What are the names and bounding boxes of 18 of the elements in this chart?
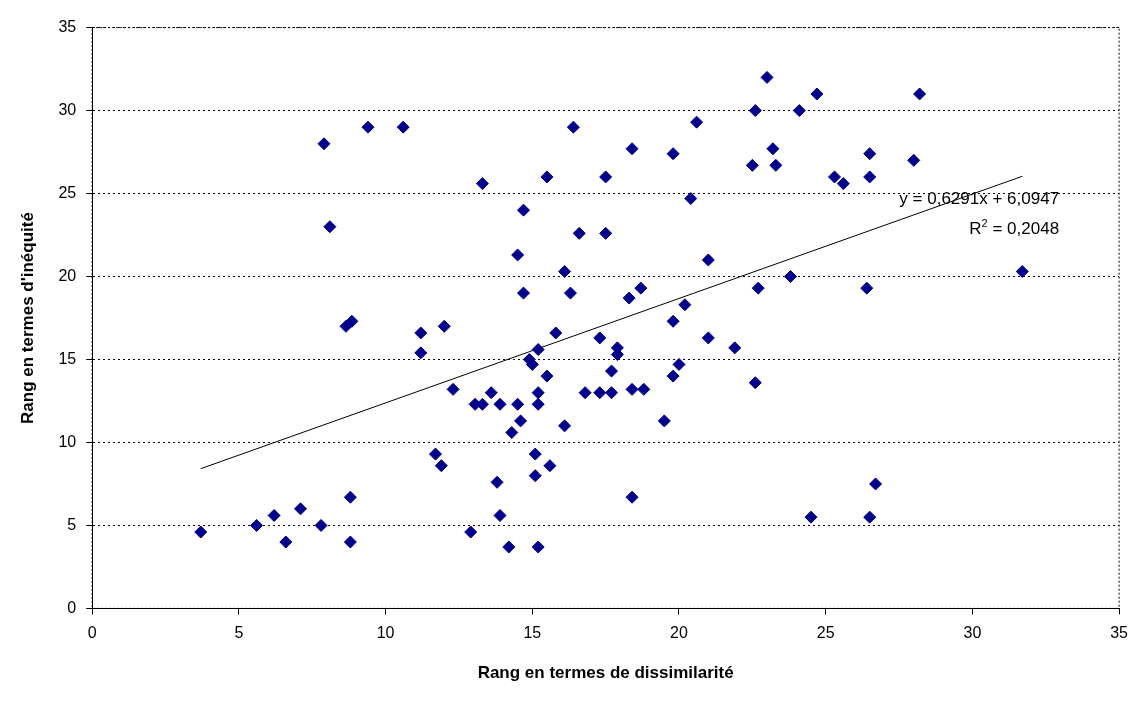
y-axis-title: Rang en termes d'inéquité — [17, 212, 37, 424]
x-tick-label: 5 — [234, 624, 244, 642]
x-tick-label: 15 — [523, 624, 542, 642]
y-tick-label: 10 — [58, 432, 77, 450]
y-tick-label: 15 — [58, 349, 77, 367]
y-tick-label: 0 — [67, 598, 77, 616]
y-tick-label: 35 — [58, 18, 77, 36]
x-tick-label: 0 — [87, 624, 97, 642]
x-tick-label: 30 — [963, 624, 982, 642]
y-tick-label: 30 — [58, 100, 77, 118]
y-tick-label: 25 — [58, 183, 77, 201]
x-tick-label: 20 — [670, 624, 688, 642]
y-tick-label: 5 — [67, 515, 77, 533]
x-tick-label: 25 — [816, 624, 835, 642]
x-axis-title: Rang en termes de dissimilarité — [477, 663, 734, 683]
y-tick-label: 20 — [58, 266, 77, 284]
x-tick-label: 35 — [1110, 624, 1129, 642]
x-tick-label: 10 — [376, 624, 395, 642]
